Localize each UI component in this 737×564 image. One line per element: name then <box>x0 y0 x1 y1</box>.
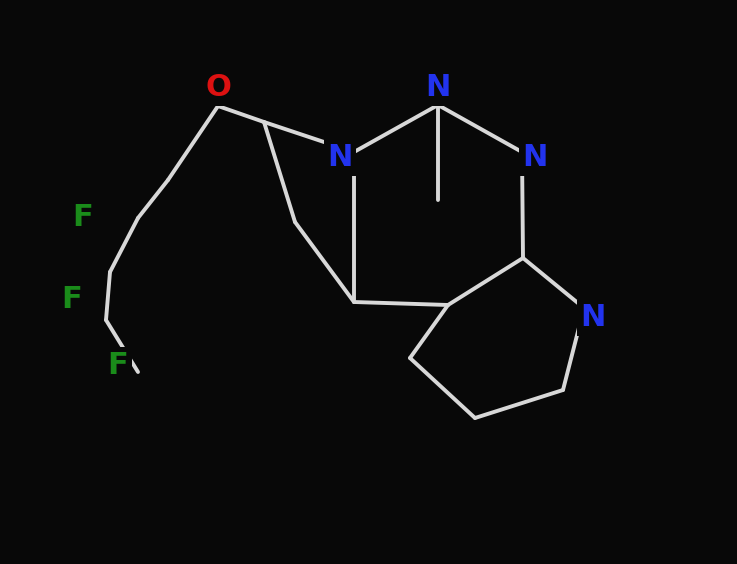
Text: O: O <box>205 73 231 103</box>
Text: F: F <box>108 350 128 380</box>
Text: N: N <box>327 143 353 173</box>
Text: N: N <box>580 303 606 333</box>
Text: F: F <box>62 285 83 315</box>
Text: N: N <box>425 73 451 103</box>
Text: F: F <box>73 204 94 232</box>
Text: N: N <box>523 143 548 173</box>
